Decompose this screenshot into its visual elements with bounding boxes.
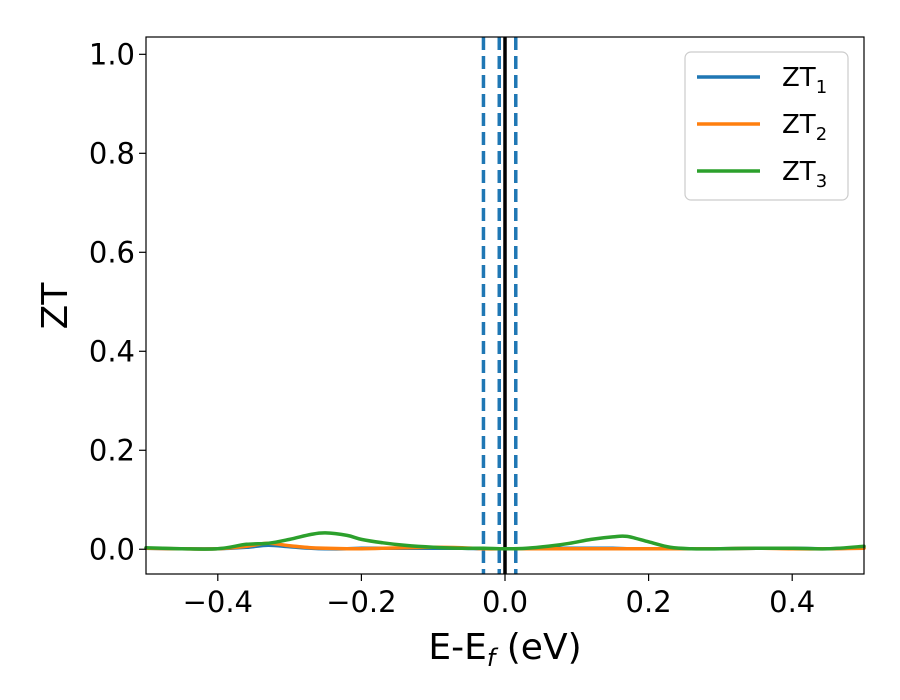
x-axis-title-main: E-E xyxy=(428,627,486,668)
reference-lines xyxy=(481,37,518,574)
legend-label-main: ZT xyxy=(782,110,816,140)
x-tick-label: 0.4 xyxy=(769,585,815,619)
legend-frame xyxy=(684,51,849,201)
x-tick-label: −0.4 xyxy=(183,585,253,619)
y-tick-label: 0.6 xyxy=(89,235,135,269)
legend-label-zt1: ZT1 xyxy=(782,63,827,98)
legend-label-subscript: 2 xyxy=(816,124,827,145)
series-line-zt3 xyxy=(144,531,866,551)
x-tick-label: −0.2 xyxy=(326,585,396,619)
x-tick-label: 0.0 xyxy=(482,585,528,619)
x-tick-label: 0.2 xyxy=(626,585,672,619)
y-tick-label: 0.8 xyxy=(89,136,135,170)
y-tick-label: 0.2 xyxy=(89,433,135,467)
x-axis: −0.4 −0.2 0.0 0.2 0.4 xyxy=(183,574,815,619)
series-lines xyxy=(144,531,866,551)
legend-label-subscript: 3 xyxy=(816,171,827,192)
legend-label-zt2: ZT2 xyxy=(782,110,827,145)
y-tick-label: 0.4 xyxy=(89,334,135,368)
y-axis-title: ZT xyxy=(35,282,76,330)
x-axis-title: E-Ef (eV) xyxy=(428,627,581,672)
y-tick-label: 0.0 xyxy=(89,532,135,566)
legend-label-main: ZT xyxy=(782,63,816,93)
x-axis-title-unit: (eV) xyxy=(495,627,581,668)
y-tick-label: 1.0 xyxy=(89,37,135,71)
legend-label-subscript: 1 xyxy=(816,77,827,98)
legend-label-main: ZT xyxy=(782,157,816,187)
y-axis: 0.0 0.2 0.4 0.6 0.8 1.0 xyxy=(89,37,146,566)
legend-label-zt3: ZT3 xyxy=(782,157,827,192)
